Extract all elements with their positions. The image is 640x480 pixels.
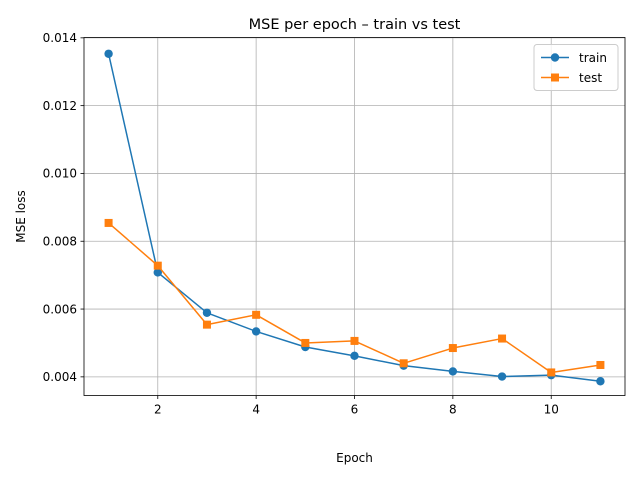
data-point-train	[251, 327, 261, 336]
y-tick-label: 0.012	[43, 99, 77, 113]
legend-label-test: test	[579, 71, 602, 85]
data-point-train	[596, 377, 605, 386]
y-axis-label: MSE loss	[14, 190, 28, 243]
x-tick-label: 4	[252, 403, 260, 417]
data-point-train	[497, 372, 507, 381]
y-tick-label: 0.004	[43, 370, 77, 384]
series-test	[104, 218, 605, 377]
axis-ticks: 2 4 6 8 10 0.004 0.006 0.008 0.010 0.012 0.014	[43, 31, 559, 416]
legend-marker-train	[550, 53, 560, 62]
data-point-test	[498, 334, 507, 343]
data-point-test	[301, 338, 310, 347]
data-point-test	[448, 344, 457, 353]
data-point-test	[547, 368, 556, 377]
data-point-train	[448, 367, 458, 376]
legend-label-train: train	[579, 51, 607, 65]
x-tick-label: 2	[154, 403, 162, 417]
data-point-train	[153, 268, 162, 277]
series-layer	[104, 49, 605, 386]
data-point-test	[202, 320, 211, 329]
data-point-test	[104, 218, 113, 227]
data-point-test	[596, 360, 605, 369]
data-point-test	[153, 261, 162, 270]
x-tick-label: 10	[544, 403, 559, 417]
y-tick-label: 0.014	[43, 31, 77, 45]
data-point-train	[202, 308, 212, 317]
chart-title: MSE per epoch – train vs test	[249, 17, 461, 33]
data-point-test	[399, 359, 408, 368]
legend-item-train: train	[541, 51, 607, 65]
y-tick-label: 0.006	[43, 302, 77, 316]
y-tick-label: 0.008	[43, 235, 77, 249]
data-point-train	[104, 49, 113, 58]
legend-marker-test	[551, 73, 559, 82]
data-point-train	[350, 351, 359, 361]
x-tick-label: 8	[449, 403, 457, 417]
y-tick-label: 0.010	[43, 167, 77, 181]
x-tick-label: 6	[351, 403, 359, 417]
data-point-test	[350, 336, 359, 345]
legend: train test	[533, 44, 619, 91]
legend-item-test: test	[541, 71, 602, 85]
x-axis-label: Epoch	[336, 451, 373, 465]
data-point-test	[252, 310, 261, 319]
